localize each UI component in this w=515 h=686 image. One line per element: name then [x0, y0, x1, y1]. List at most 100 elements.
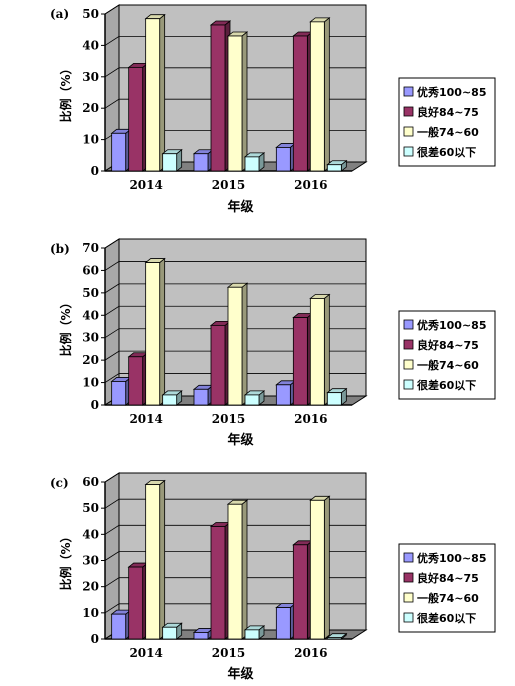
bar — [192, 627, 215, 640]
y-tick-label: 0 — [91, 164, 99, 178]
bar — [226, 31, 249, 172]
y-tick-label: 0 — [91, 398, 99, 412]
bar — [275, 602, 297, 640]
bar — [144, 257, 166, 406]
y-tick-label: 30 — [82, 70, 99, 84]
x-tick-label: 2015 — [212, 646, 245, 660]
legend-swatch — [403, 126, 414, 137]
bar — [275, 379, 297, 406]
bar — [243, 390, 266, 406]
gridline — [104, 577, 366, 588]
gridline — [104, 67, 366, 78]
legend-swatch — [403, 592, 414, 603]
legend-label: 良好84~75 — [417, 105, 479, 119]
bar — [309, 495, 331, 640]
bar — [292, 539, 314, 640]
gridline — [104, 551, 366, 561]
legend-item: 一般74~60 — [403, 125, 479, 139]
bar — [127, 62, 149, 172]
legend-item: 一般74~60 — [403, 358, 479, 372]
chart-panel-3: 0 10 20 30 40 50 60 2014 2015 2016 (c) 年级 比例（%） 优秀100… — [50, 472, 496, 682]
bar — [161, 622, 183, 640]
legend-item: 良好84~75 — [403, 571, 479, 585]
bar — [326, 159, 348, 172]
bar — [275, 142, 297, 172]
legend-swatch — [403, 552, 414, 563]
y-tick-label: 0 — [91, 632, 99, 646]
y-axis-title: 比例（%） — [58, 530, 73, 590]
legend-item: 很差60以下 — [403, 145, 476, 159]
y-tick-label: 40 — [82, 38, 99, 52]
y-tick-label: 40 — [82, 527, 99, 541]
legend-swatch — [403, 572, 414, 583]
bar — [192, 384, 215, 406]
bar — [226, 282, 249, 406]
legend-item: 良好84~75 — [403, 338, 479, 352]
x-tick-label: 2014 — [129, 412, 162, 426]
gridline — [104, 472, 366, 483]
gridline — [104, 283, 366, 294]
x-axis-title: 年级 — [227, 199, 254, 215]
panel-label: (c) — [50, 476, 69, 490]
y-tick-label: 50 — [82, 7, 99, 21]
legend-swatch — [403, 379, 414, 390]
legend-item: 很差60以下 — [403, 378, 476, 392]
bar — [326, 387, 348, 406]
legend: 优秀100~85 良好84~75 一般74~60 很差60以下 — [398, 310, 496, 400]
panel-label: (b) — [50, 242, 70, 256]
bar — [326, 632, 348, 640]
panel-label: (a) — [50, 7, 69, 21]
bar — [192, 148, 215, 172]
chart-panel-2: 0 10 20 30 40 50 60 70 2014 2015 2016 (b) 年级 比例（%） 优秀1… — [50, 238, 496, 448]
gridline — [104, 305, 366, 316]
y-tick-label: 20 — [82, 353, 99, 367]
y-tick-label: 20 — [82, 101, 99, 115]
bar — [226, 499, 249, 640]
x-axis-title: 年级 — [227, 432, 254, 448]
legend-item: 优秀100~85 — [403, 318, 487, 332]
legend-label: 优秀100~85 — [417, 551, 487, 565]
bar — [292, 31, 314, 172]
y-tick-label: 50 — [82, 501, 99, 515]
legend-swatch — [403, 612, 414, 623]
legend-label: 一般74~60 — [417, 125, 479, 139]
legend: 优秀100~85 良好84~75 一般74~60 很差60以下 — [398, 543, 496, 633]
x-axis-title: 年级 — [227, 666, 254, 682]
gridline — [104, 328, 366, 339]
legend-label: 良好84~75 — [417, 338, 479, 352]
x-tick-label: 2016 — [294, 412, 327, 426]
legend-swatch — [403, 106, 414, 117]
y-tick-label: 30 — [82, 554, 99, 568]
bar — [110, 128, 132, 172]
bar — [127, 351, 149, 406]
y-axis-title: 比例（%） — [58, 62, 73, 122]
bar — [144, 479, 166, 640]
x-tick-label: 2016 — [294, 178, 327, 192]
gridline — [104, 261, 366, 271]
legend-swatch — [403, 339, 414, 350]
bar — [110, 609, 132, 640]
legend-label: 良好84~75 — [417, 571, 479, 585]
legend-swatch — [403, 359, 414, 370]
legend-swatch — [403, 319, 414, 330]
legend-label: 优秀100~85 — [417, 85, 487, 99]
y-tick-label: 60 — [82, 475, 99, 489]
x-tick-label: 2015 — [212, 178, 245, 192]
gridline — [104, 4, 366, 15]
gridline — [104, 498, 366, 509]
legend-label: 很差60以下 — [416, 611, 476, 625]
gridline — [104, 36, 366, 46]
bar — [209, 320, 232, 406]
bar — [161, 148, 183, 172]
legend-swatch — [403, 86, 414, 97]
y-axis-title: 比例（%） — [58, 296, 73, 356]
y-tick-label: 60 — [82, 263, 99, 277]
x-tick-label: 2015 — [212, 412, 245, 426]
legend-item: 一般74~60 — [403, 591, 479, 605]
y-tick-label: 10 — [82, 376, 99, 390]
bar — [144, 13, 166, 172]
legend-label: 很差60以下 — [416, 145, 476, 159]
legend-item: 良好84~75 — [403, 105, 479, 119]
legend-item: 优秀100~85 — [403, 551, 487, 565]
y-tick-label: 10 — [82, 606, 99, 620]
